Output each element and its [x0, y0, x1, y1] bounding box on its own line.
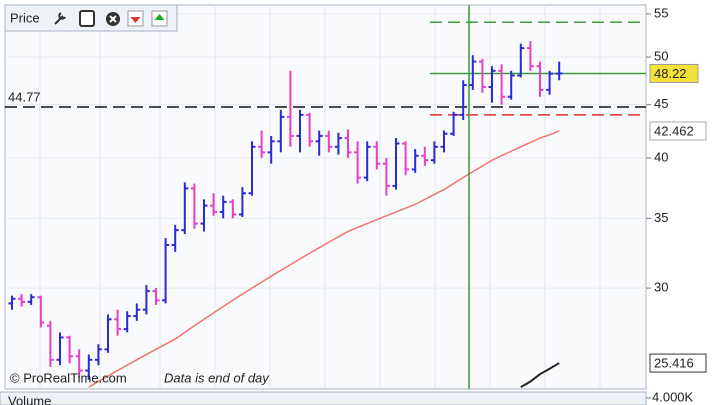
y-tick-label: 55 [654, 5, 668, 20]
indicator-line [520, 362, 560, 388]
ma-label-box [649, 121, 707, 141]
price-label-box [649, 63, 699, 83]
y-tick-label: 50 [654, 48, 668, 63]
indicator-label: 25.416 [654, 356, 694, 371]
y-tick-label: 35 [654, 210, 668, 225]
y-tick-label: 45 [654, 96, 668, 111]
moving-average [88, 130, 560, 388]
support-label: 44.77 [8, 89, 41, 104]
indicator-label-box [649, 353, 707, 373]
vertical-grid [39, 5, 601, 389]
volume-panel [0, 391, 647, 405]
ma-label: 42.462 [654, 123, 694, 138]
price-label: 48.22 [654, 66, 687, 81]
volume-tick-label: 4.000K [652, 389, 694, 404]
y-tick-label: 30 [654, 280, 668, 295]
note: Data is end of day [164, 370, 270, 385]
volume-title: Volume [8, 393, 51, 405]
toolbar-icons[interactable] [54, 10, 168, 27]
y-tick-label: 40 [654, 149, 668, 164]
watermark: © ProRealTime.com [10, 370, 127, 385]
panel-title: Price [10, 10, 40, 25]
